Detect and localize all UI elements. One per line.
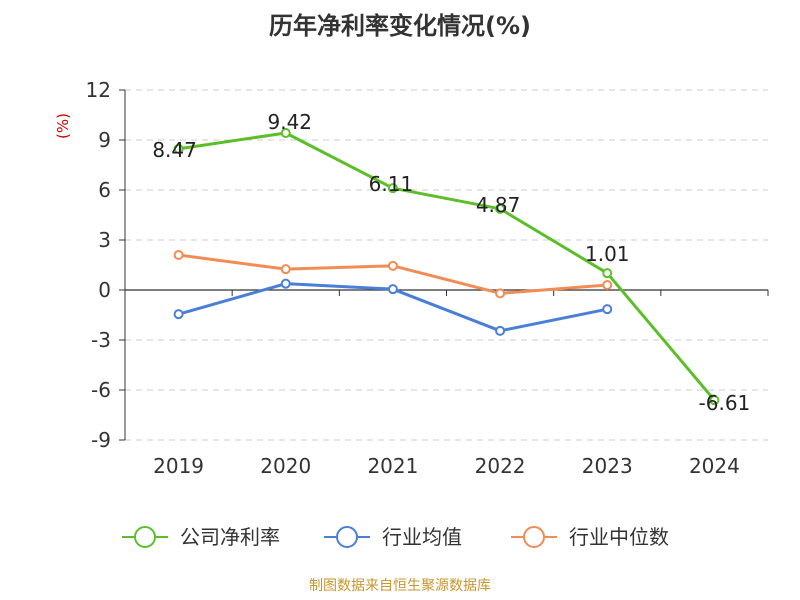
data-point bbox=[602, 280, 613, 290]
series-3 bbox=[173, 250, 613, 299]
data-point bbox=[709, 395, 720, 406]
legend-item: 公司净利率 bbox=[122, 525, 280, 549]
x-tick-label: 2021 bbox=[367, 454, 418, 478]
y-tick-label: -9 bbox=[91, 428, 111, 452]
series-line bbox=[178, 131, 716, 402]
series-1 bbox=[173, 128, 720, 406]
y-tick-label: -3 bbox=[91, 328, 111, 352]
legend-marker-icon bbox=[336, 526, 358, 548]
data-point bbox=[173, 143, 184, 154]
data-point bbox=[280, 264, 291, 275]
series-layer bbox=[173, 128, 720, 406]
source-note: 制图数据来自恒生聚源数据库 bbox=[309, 578, 491, 594]
legend-marker-icon bbox=[134, 526, 156, 548]
x-tick-label: 2022 bbox=[475, 454, 526, 478]
legend-label: 行业中位数 bbox=[569, 525, 669, 549]
legend-item: 行业均值 bbox=[324, 525, 462, 549]
data-point bbox=[495, 203, 506, 214]
data-point bbox=[280, 128, 291, 138]
gridlines bbox=[125, 89, 768, 441]
x-tick-label: 2023 bbox=[582, 454, 633, 478]
y-axis-unit-label: (%) bbox=[54, 113, 72, 139]
data-labels: 8.47 9.42 6.11 4.87 1.01 -6.61 bbox=[152, 110, 750, 415]
data-label: 8.47 bbox=[152, 138, 197, 162]
data-label: -6.61 bbox=[699, 391, 751, 415]
y-tick-label: 6 bbox=[98, 178, 111, 202]
data-point bbox=[495, 325, 506, 336]
y-tick-label: 0 bbox=[98, 278, 111, 302]
x-tick-label: 2020 bbox=[260, 454, 311, 478]
legend-marker-icon bbox=[523, 526, 545, 548]
x-tick-label: 2019 bbox=[153, 454, 204, 478]
data-point bbox=[602, 304, 613, 315]
data-point bbox=[602, 268, 613, 279]
data-label: 4.87 bbox=[476, 193, 521, 217]
data-point bbox=[387, 260, 398, 271]
data-point bbox=[387, 183, 398, 194]
y-tick-label: -6 bbox=[91, 378, 111, 402]
data-point bbox=[387, 284, 398, 295]
y-tick-label: 3 bbox=[98, 228, 111, 252]
x-tick-label: 2024 bbox=[689, 454, 740, 478]
data-point bbox=[280, 278, 291, 289]
data-point bbox=[173, 250, 184, 260]
data-label: 6.11 bbox=[369, 172, 414, 196]
data-point bbox=[495, 288, 506, 299]
legend-label: 行业均值 bbox=[382, 525, 462, 549]
axes: 12 9 6 3 0 -3 -6 -9 2019 2020 2021 2022 2023 2024 bbox=[86, 78, 769, 478]
y-tick-label: 12 bbox=[86, 78, 111, 102]
legend-item: 行业中位数 bbox=[511, 525, 669, 549]
data-label: 9.42 bbox=[267, 110, 312, 134]
chart-title: 历年净利率变化情况(%) bbox=[269, 12, 531, 40]
legend-label: 公司净利率 bbox=[180, 525, 280, 549]
legend: 公司净利率 行业均值 行业中位数 bbox=[122, 525, 669, 549]
data-point bbox=[173, 309, 184, 320]
series-2 bbox=[173, 278, 613, 336]
y-tick-label: 9 bbox=[98, 128, 111, 152]
data-label: 1.01 bbox=[585, 242, 630, 266]
